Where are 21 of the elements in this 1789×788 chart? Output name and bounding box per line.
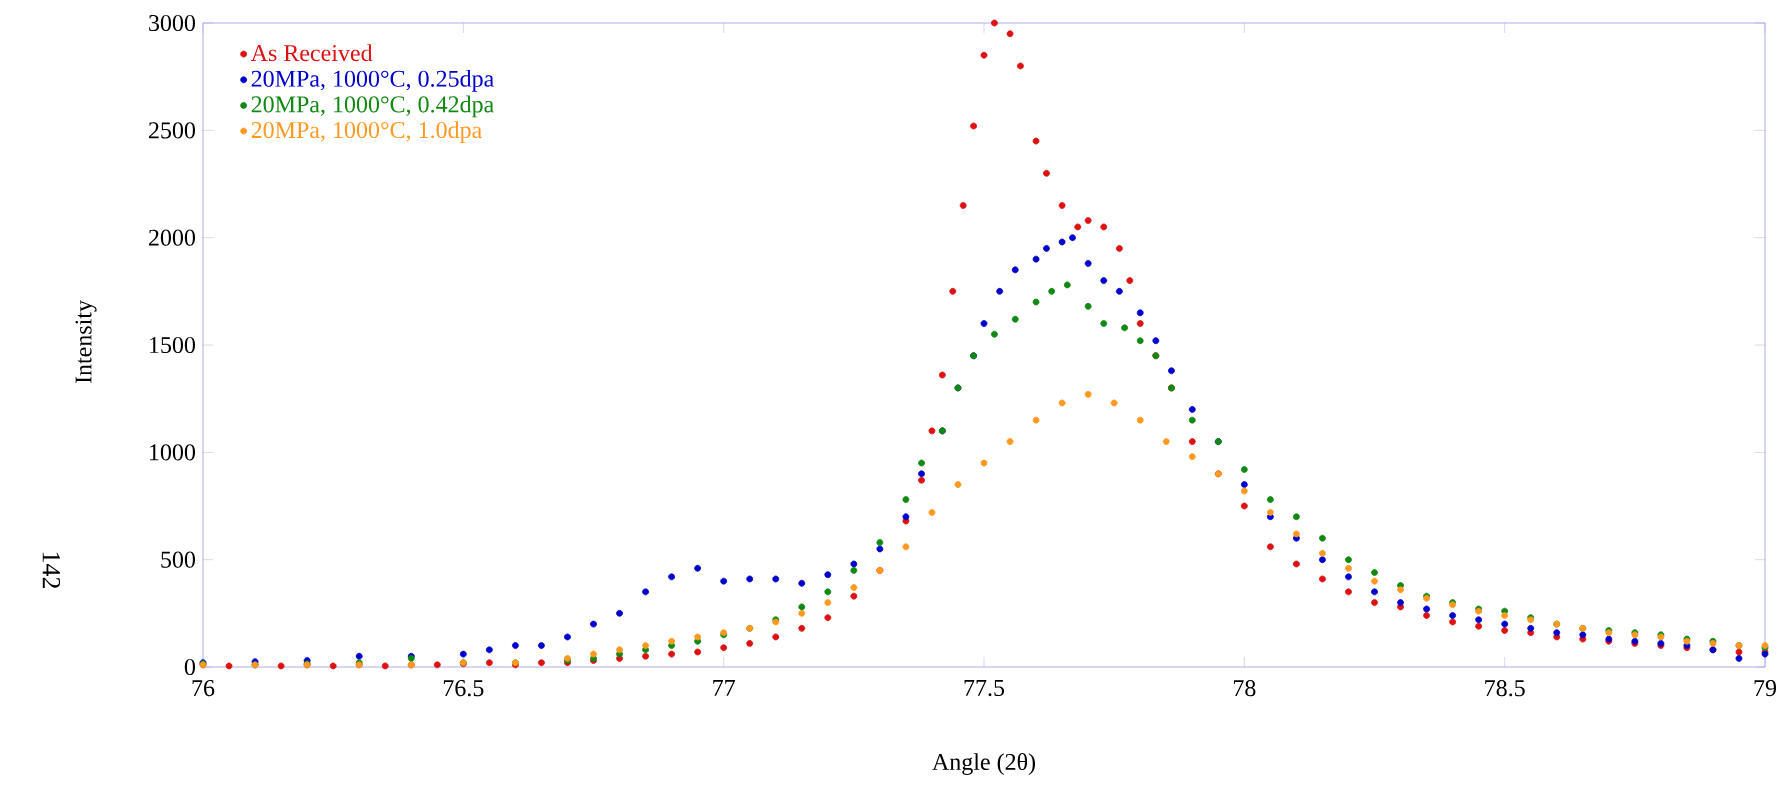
y-tick-label: 0: [184, 658, 196, 676]
y-tick-label: 2000: [149, 229, 196, 246]
y-tick-label: 500: [161, 551, 196, 568]
y-axis-title: Intensity: [75, 300, 97, 384]
legend-label: 20MPa, 1000°C, 1.0dpa: [251, 121, 482, 144]
x-tick-label: 78: [1233, 680, 1256, 697]
x-tick-label: 78.5: [1485, 680, 1525, 697]
x-tick-label: 77: [713, 680, 735, 696]
y-tick-label: 1000: [150, 444, 196, 461]
x-tick-label: 76: [192, 680, 215, 697]
y-tick-label: 1500: [150, 336, 196, 354]
legend-label: 20MPa, 1000°C, 0.25dpa: [251, 69, 494, 92]
x-tick-label: 79: [1754, 680, 1777, 697]
legend-label: 20MPa, 1000°C, 0.42dpa: [251, 95, 494, 118]
x-tick-label: 77.5: [964, 680, 1005, 697]
text: 142: [42, 552, 61, 589]
y-tick-label: 3000: [149, 14, 196, 32]
y-tick-label: 2500: [149, 122, 196, 139]
x-tick-label: 76.5: [443, 680, 484, 697]
x-axis-title: Angle (2θ): [932, 753, 1036, 775]
legend-label: As Received: [250, 44, 373, 62]
